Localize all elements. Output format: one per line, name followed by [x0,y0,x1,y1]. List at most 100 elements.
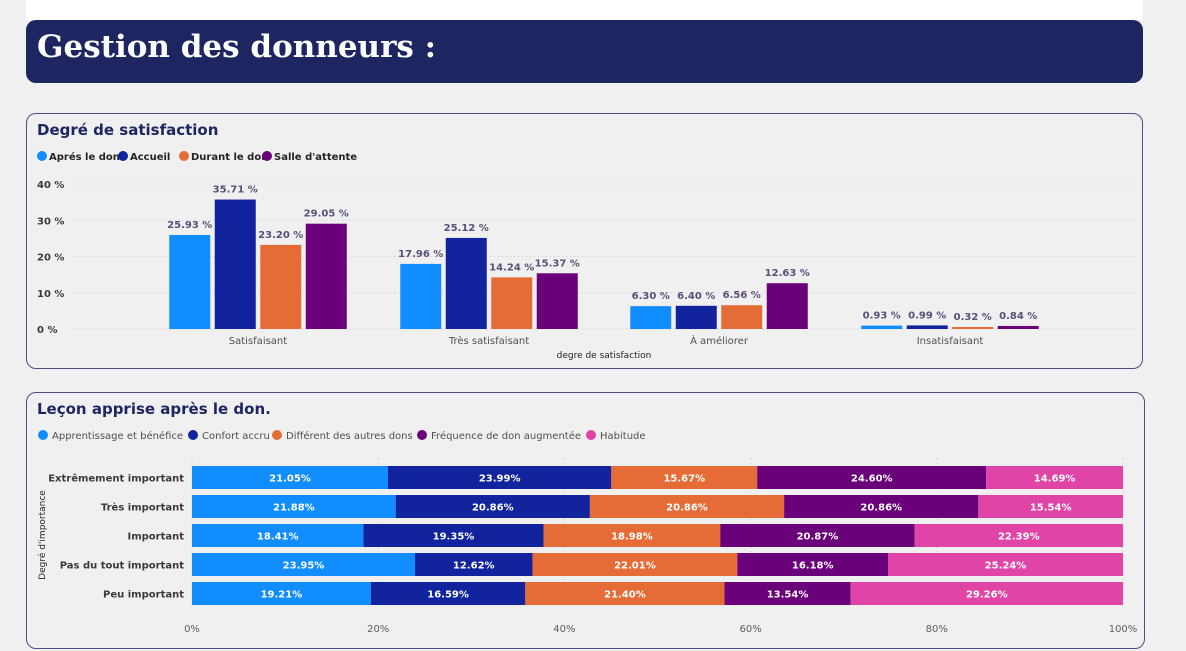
legend-label-apprentissage-et-benefice: Apprentissage et bénéfice [52,430,183,442]
x-tick-label: Insatisfaisant [917,336,984,347]
legend-label-salle-d-attente: Salle d'attente [274,152,357,163]
bar-salle-d-attente-insatisfaisant[interactable] [997,325,1039,329]
bar-frequence-de-don-augmentee-peu-important[interactable] [724,582,851,605]
chart-legend: Apprentissage et bénéfice Confort accru Di… [38,430,646,442]
bar-apprentissage-et-benefice-pas-du-tout-important[interactable] [192,553,415,576]
bar-confort-accru-tres-important[interactable] [395,495,590,518]
data-label: 12.63 % [765,268,810,279]
data-labels: 25.93 % 35.71 % 23.20 %29.05 % 17.96 % 25.12… [167,185,1037,323]
data-label: 23.20 % [258,230,303,241]
x-tick-label: 40% [553,624,575,635]
x-tick-label: À améliorer [690,334,749,347]
data-label: 19.21% [261,590,303,601]
bar-durant-le-don-satisfaisant[interactable] [260,244,302,329]
y-tick-label: 10 % [37,289,64,300]
bar-apprentissage-et-benefice-important[interactable] [192,524,364,547]
y-tick-label: 0 % [37,325,57,336]
bar-different-des-autres-dons-important[interactable] [543,524,721,547]
bar-apres-le-don-tres-satisfaisant[interactable] [400,263,442,329]
bar-salle-d-attente-tres-satisfaisant[interactable] [536,273,578,329]
bar-habitude-pas-du-tout-important[interactable] [888,553,1123,576]
bar-accueil-satisfaisant[interactable] [214,199,256,329]
legend-label-habitude: Habitude [600,431,646,442]
bar-apprentissage-et-benefice-extremement-important[interactable] [192,466,388,489]
data-label: 22.01% [614,561,656,572]
bar-frequence-de-don-augmentee-tres-important[interactable] [784,495,979,518]
bar-salle-d-attente-satisfaisant[interactable] [305,223,347,329]
x-tick-label: 60% [739,624,761,635]
category-label: Très important [101,502,184,514]
data-label: 18.98% [611,532,653,543]
bar-frequence-de-don-augmentee-extremement-important[interactable] [757,466,987,489]
bar-different-des-autres-dons-extremement-important[interactable] [611,466,758,489]
x-tick-label: Très satisfaisant [448,335,529,347]
data-label: 12.62% [453,561,495,572]
bar-apres-le-don-a-ameliorer[interactable] [630,306,672,329]
data-label: 25.12 % [444,223,489,234]
data-label: 16.59% [427,590,469,601]
page-header: Gestion des donneurs : [26,20,1143,83]
data-label: 20.86% [860,503,902,514]
bar-accueil-tres-satisfaisant[interactable] [445,237,487,329]
bar-salle-d-attente-a-ameliorer[interactable] [766,283,808,329]
legend-marker-confort-accru [188,430,198,440]
data-label: 15.54% [1030,503,1072,514]
legend-marker-apprentissage-et-benefice [38,430,48,440]
bar-frequence-de-don-augmentee-important[interactable] [720,524,915,547]
legend-label-frequence-de-don-augmentee: Fréquence de don augmentée [431,430,581,442]
bar-accueil-a-ameliorer[interactable] [675,305,717,329]
bars-group [169,199,1039,329]
data-label: 14.69% [1034,474,1076,485]
legend-marker-frequence-de-don-augmentee [417,430,427,440]
bar-apres-le-don-satisfaisant[interactable] [169,235,211,329]
bar-durant-le-don-insatisfaisant[interactable] [952,327,994,329]
data-label: 0.32 % [954,312,992,323]
data-label: 17.96 % [398,249,443,260]
x-tick-label: 100% [1109,624,1138,635]
bar-durant-le-don-tres-satisfaisant[interactable] [491,277,533,329]
satisfaction-card: Degré de satisfaction Aprés le don Accuei… [26,113,1143,369]
data-label: 0.84 % [999,311,1037,322]
data-label: 6.30 % [632,291,670,302]
bar-frequence-de-don-augmentee-pas-du-tout-important[interactable] [737,553,889,576]
data-label: 16.18% [792,561,834,572]
y-tick-label: 30 % [37,216,64,227]
category-label: Peu important [103,590,184,601]
bar-confort-accru-pas-du-tout-important[interactable] [414,553,533,576]
lecon-chart: Leçon apprise après le don. Apprentissag… [37,400,1137,635]
bar-apprentissage-et-benefice-peu-important[interactable] [192,582,371,605]
lecon-card: Leçon apprise après le don. Apprentissag… [26,392,1145,649]
legend-label-different-des-autres-dons: Différent des autres dons [286,430,413,442]
bar-different-des-autres-dons-pas-du-tout-important[interactable] [532,553,738,576]
bar-habitude-extremement-important[interactable] [986,466,1123,489]
legend-label-apres-le-don: Aprés le don [49,151,120,163]
x-axis: 0% 20% 40% 60% 80% 100% [184,624,1137,635]
data-label: 18.41% [257,532,299,543]
data-label: 23.95% [283,561,325,572]
data-label: 20.86% [472,503,514,514]
bar-confort-accru-important[interactable] [363,524,544,547]
data-label: 29.05 % [304,209,349,220]
bar-durant-le-don-a-ameliorer[interactable] [721,305,763,329]
data-label: 20.86% [666,503,708,514]
bar-habitude-important[interactable] [914,524,1123,547]
bar-apres-le-don-insatisfaisant[interactable] [861,325,903,329]
bar-habitude-tres-important[interactable] [978,495,1123,518]
data-label: 6.40 % [677,291,715,302]
bar-confort-accru-extremement-important[interactable] [387,466,612,489]
bar-confort-accru-peu-important[interactable] [370,582,526,605]
y-axis-title: Degré d'importance [37,490,48,580]
x-axis-title: degre de satisfaction [557,351,652,361]
bar-different-des-autres-dons-tres-important[interactable] [589,495,785,518]
bar-apprentissage-et-benefice-tres-important[interactable] [192,495,396,518]
legend-marker-accueil [118,151,128,161]
bar-accueil-insatisfaisant[interactable] [906,325,948,329]
bar-different-des-autres-dons-peu-important[interactable] [525,582,725,605]
category-label: Important [127,532,184,543]
data-label: 21.88% [273,503,315,514]
legend-label-confort-accru: Confort accru [202,431,270,442]
legend-marker-habitude [586,430,596,440]
page-title: Gestion des donneurs : [37,29,437,65]
category-label: Pas du tout important [60,561,184,572]
bar-habitude-peu-important[interactable] [850,582,1123,605]
